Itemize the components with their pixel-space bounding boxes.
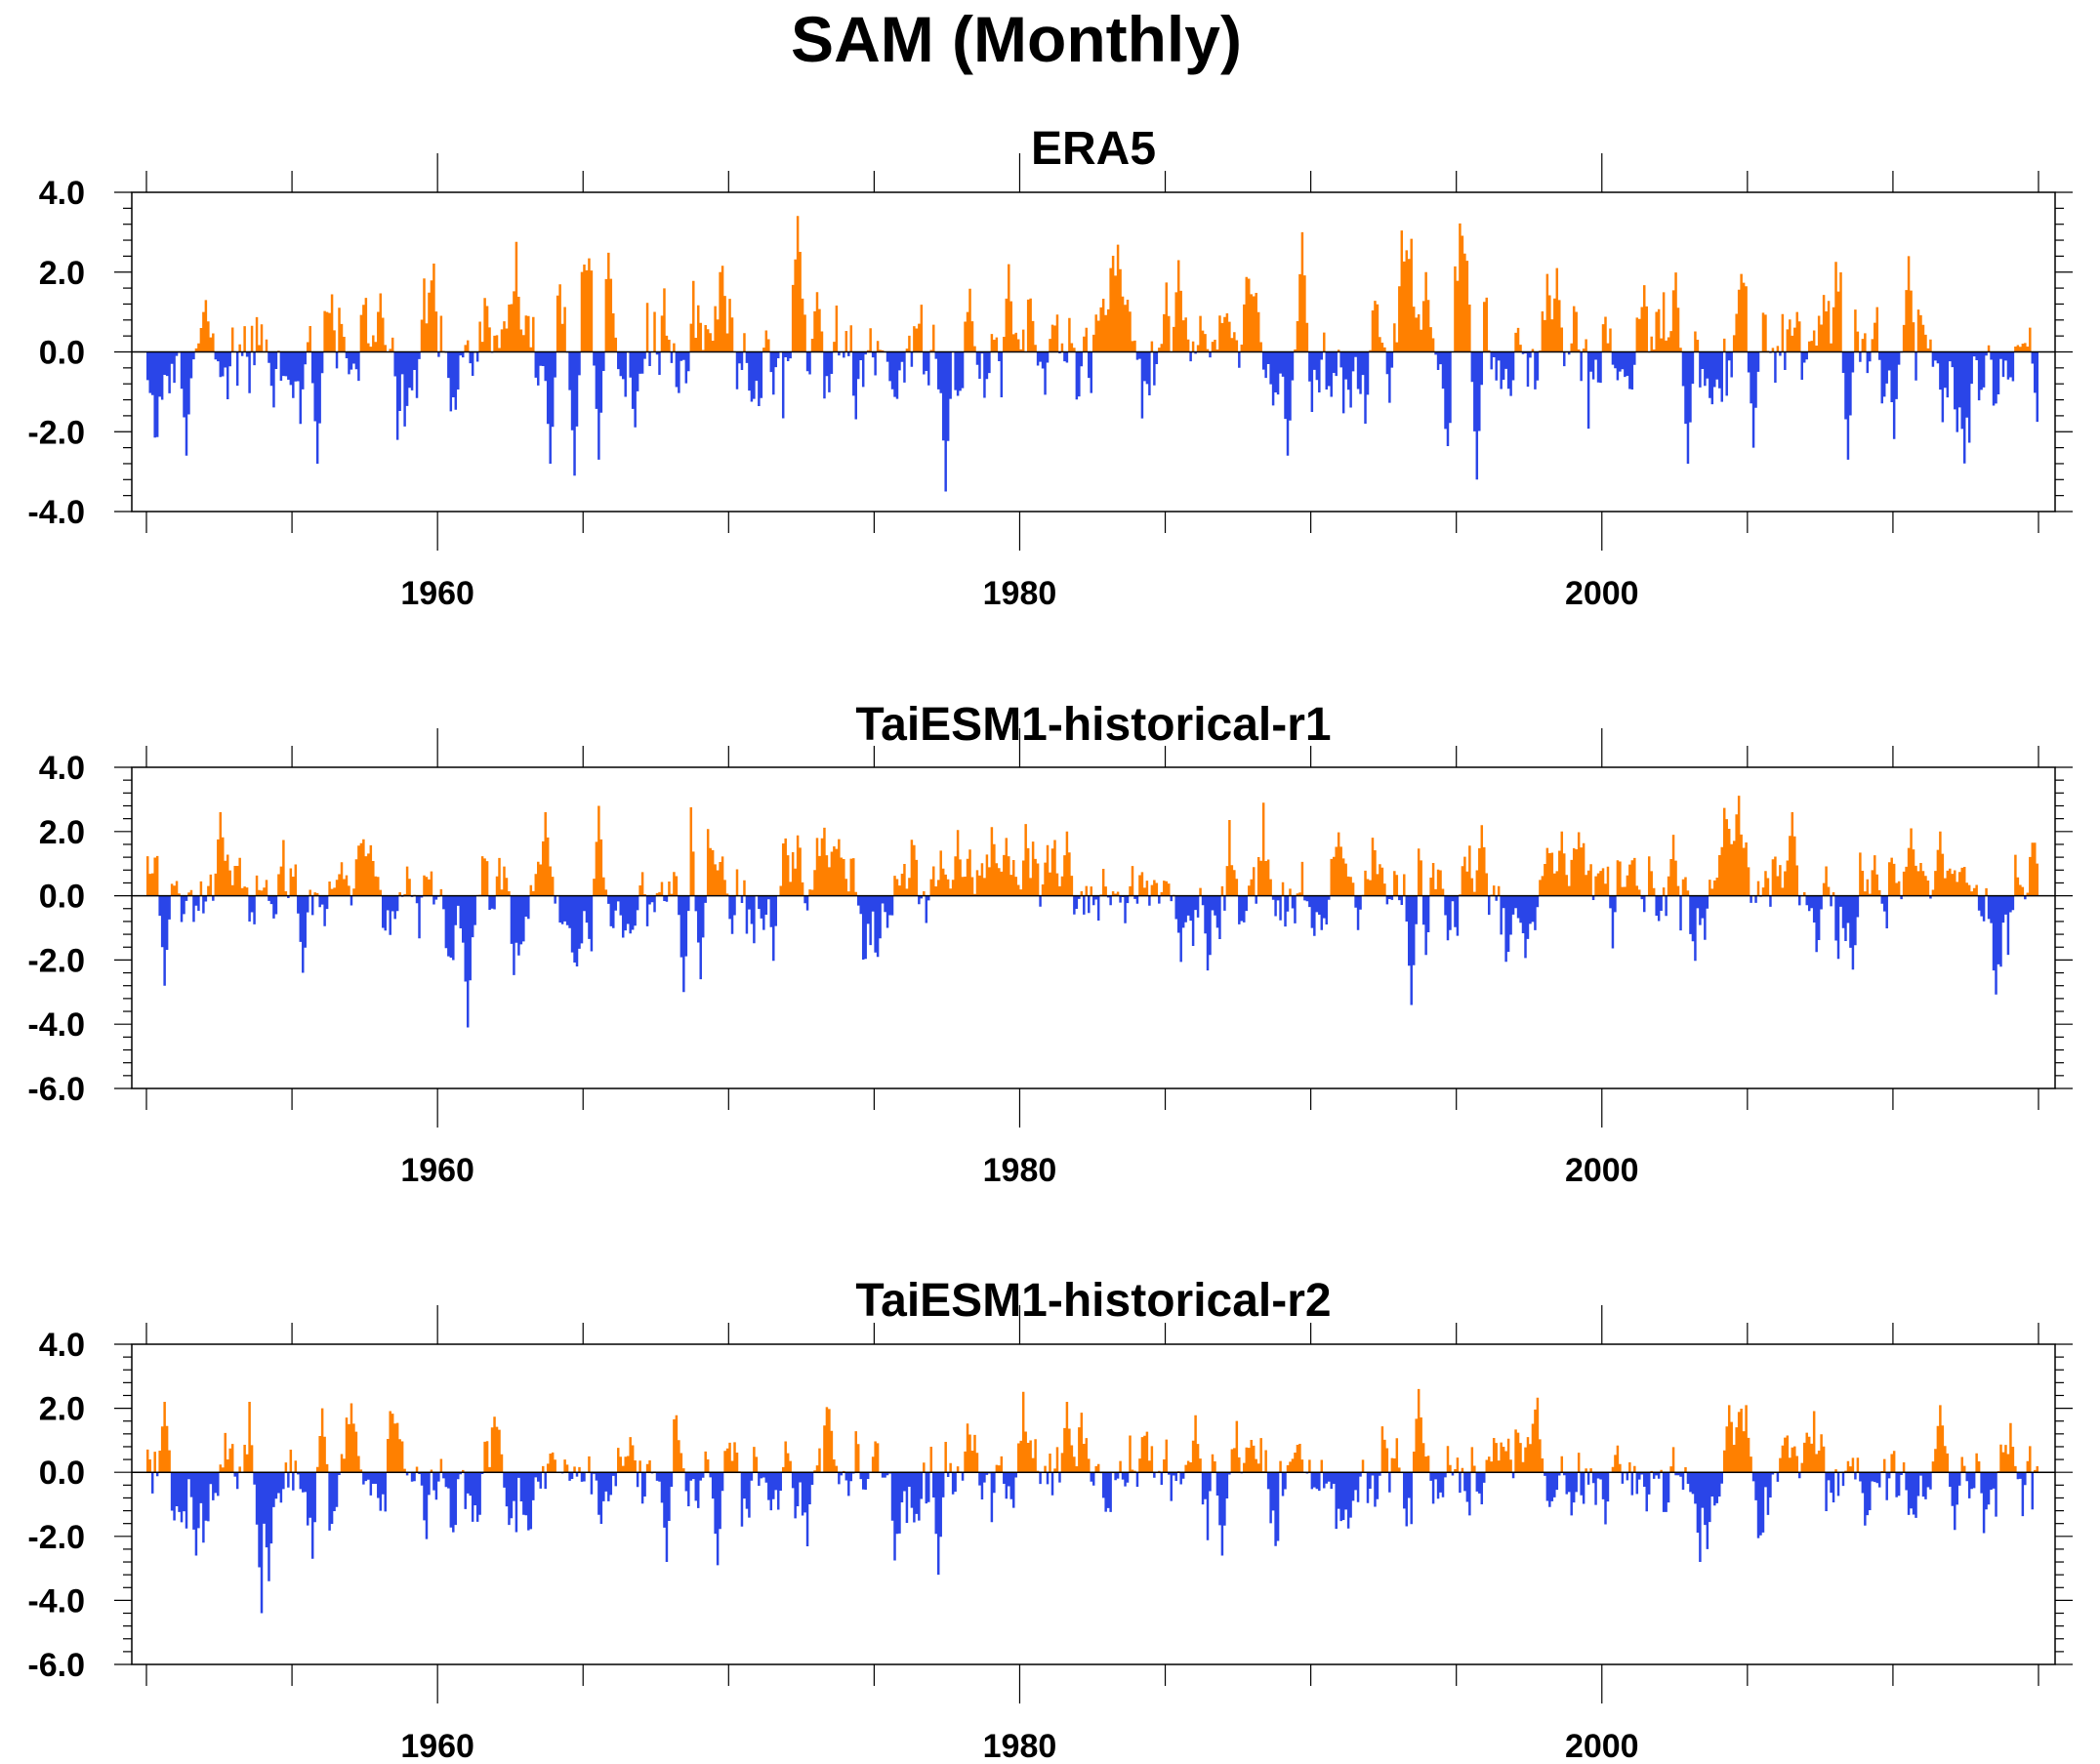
ytick-label: -6.0 [27, 1071, 85, 1108]
positive-bars [146, 1388, 2038, 1473]
panel-2: TaiESM1-historical-r1 4.0 2.0 0.0 -2.0 -4.0 -6… [27, 699, 2073, 1189]
panel-title: TaiESM1-historical-r1 [855, 699, 1331, 751]
xtick-label: 1980 [983, 1728, 1057, 1764]
ytick-label: 2.0 [39, 814, 85, 851]
ytick-label: -6.0 [27, 1647, 85, 1684]
xtick-label: 1980 [983, 575, 1057, 612]
ytick-label: -2.0 [27, 1519, 85, 1556]
panel-3: TaiESM1-historical-r2 4.0 2.0 0.0 -2.0 -4.0 -6… [27, 1275, 2073, 1764]
xtick-label: 2000 [1565, 1728, 1639, 1764]
ytick-label: 4.0 [39, 1327, 85, 1364]
ytick-label: 0.0 [39, 335, 85, 372]
ytick-label: 2.0 [39, 255, 85, 292]
xtick-label: 1960 [400, 575, 474, 612]
positive-bars [146, 796, 2038, 896]
xtick-label: 2000 [1565, 1152, 1639, 1189]
xtick-label: 2000 [1565, 575, 1639, 612]
xtick-label: 1960 [400, 1152, 474, 1189]
positive-bars [194, 216, 2032, 352]
ytick-label: 0.0 [39, 879, 85, 916]
negative-bars [158, 895, 2027, 1028]
panel-1: ERA5 4.0 2.0 0.0 -2.0 -4.0 1960 1980 2000 [27, 123, 2073, 612]
ytick-label: -4.0 [27, 1006, 85, 1044]
negative-bars [146, 351, 2038, 492]
xtick-label: 1960 [400, 1728, 474, 1764]
ytick-label: -2.0 [27, 942, 85, 979]
ytick-label: -4.0 [27, 494, 85, 531]
ytick-label: 4.0 [39, 750, 85, 787]
plot-frame [131, 1343, 2056, 1665]
ytick-label: -2.0 [27, 414, 85, 451]
panel-title: ERA5 [1031, 123, 1156, 175]
xtick-label: 1980 [983, 1152, 1057, 1189]
figure-title: SAM (Monthly) [791, 3, 1242, 75]
negative-bars [150, 1472, 2035, 1614]
ytick-label: 0.0 [39, 1455, 85, 1492]
ytick-label: 4.0 [39, 175, 85, 212]
ytick-label: -4.0 [27, 1582, 85, 1620]
plot-frame [131, 766, 2056, 1089]
ytick-label: 2.0 [39, 1391, 85, 1428]
panel-title: TaiESM1-historical-r2 [855, 1275, 1331, 1327]
